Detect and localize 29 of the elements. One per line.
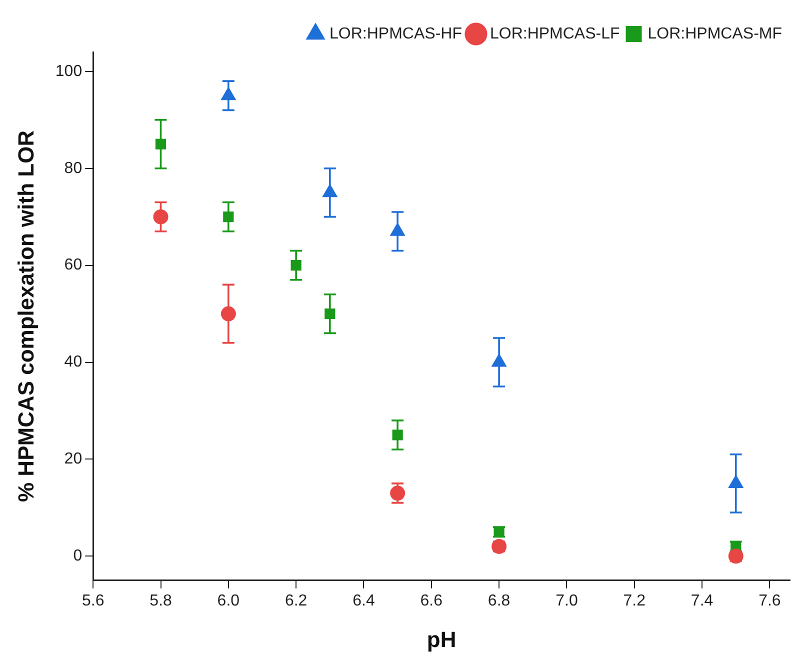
x-tick-label: 6.8 (488, 592, 510, 610)
point (155, 138, 166, 150)
x-tick-label: 6.0 (217, 592, 240, 610)
legend-label: LOR:HPMCAS-HF (330, 25, 462, 42)
x-axis-title: pH (426, 626, 456, 652)
y-tick-label: 20 (64, 450, 82, 468)
y-tick-label: 100 (55, 62, 82, 80)
x-tick-label: 5.6 (82, 592, 104, 610)
y-tick-label: 80 (64, 160, 82, 177)
point (223, 212, 234, 222)
x-tick-label: 7.4 (690, 592, 714, 610)
x-tick-label: 7.0 (556, 592, 578, 610)
point (290, 260, 302, 271)
x-tick-label: 7.6 (758, 592, 781, 610)
y-tick-label: 60 (64, 256, 82, 274)
x-tick-label: 5.8 (150, 592, 172, 610)
point (153, 209, 168, 224)
x-tick-label: 6.4 (352, 592, 375, 610)
point (220, 306, 236, 322)
y-tick-label: 0 (73, 548, 82, 565)
legend-label: LOR:HPMCAS-MF (648, 25, 782, 42)
x-tick-label: 6.6 (420, 592, 443, 610)
point (324, 308, 336, 320)
legend-label: LOR:HPMCAS-LF (490, 25, 620, 42)
point (392, 430, 403, 440)
y-tick-label: 40 (64, 354, 82, 371)
x-tick-label: 7.2 (623, 592, 646, 610)
x-tick-label: 6.2 (284, 592, 308, 610)
y-axis-title: % HPMCAS complexation with LOR (13, 130, 38, 502)
